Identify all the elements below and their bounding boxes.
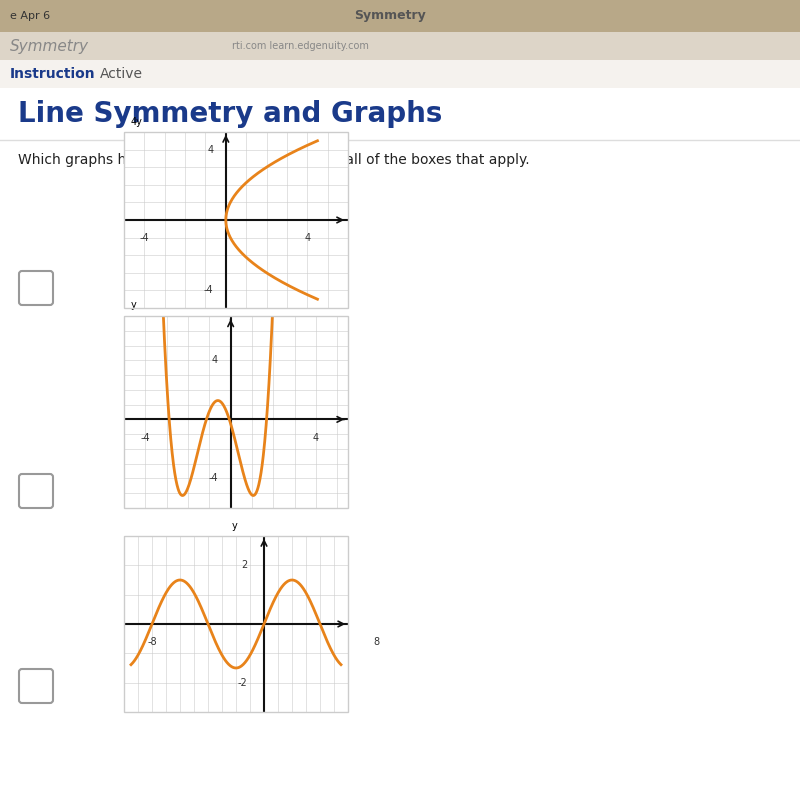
Text: 4: 4 xyxy=(212,355,218,366)
Text: 4: 4 xyxy=(304,234,310,243)
Bar xyxy=(0,0,800,32)
Text: y: y xyxy=(231,521,238,530)
Text: -4: -4 xyxy=(208,474,218,483)
Text: 4y: 4y xyxy=(130,117,142,126)
Text: rti.com learn.edgenuity.com: rti.com learn.edgenuity.com xyxy=(231,41,369,51)
Bar xyxy=(0,60,800,88)
Text: -8: -8 xyxy=(147,637,157,647)
Bar xyxy=(0,88,800,800)
Text: 4: 4 xyxy=(207,145,214,154)
Text: Line Symmetry and Graphs: Line Symmetry and Graphs xyxy=(18,100,442,128)
Text: Instruction: Instruction xyxy=(10,67,96,81)
FancyBboxPatch shape xyxy=(19,271,53,305)
Text: -4: -4 xyxy=(141,433,150,442)
Text: 4: 4 xyxy=(313,433,319,442)
Text: 2: 2 xyxy=(241,560,247,570)
Text: 8: 8 xyxy=(373,637,379,647)
Text: Active: Active xyxy=(100,67,143,81)
Text: Symmetry: Symmetry xyxy=(10,38,89,54)
Text: -4: -4 xyxy=(204,286,214,295)
Text: e Apr 6: e Apr 6 xyxy=(10,11,50,21)
Text: -2: -2 xyxy=(238,678,247,688)
Text: -4: -4 xyxy=(139,234,149,243)
FancyBboxPatch shape xyxy=(19,669,53,703)
Text: y: y xyxy=(130,300,137,310)
Text: Symmetry: Symmetry xyxy=(354,10,426,22)
Bar xyxy=(0,88,800,140)
FancyBboxPatch shape xyxy=(19,474,53,508)
Bar xyxy=(0,32,800,60)
Text: Which graphs have a line of symmetry? Check all of the boxes that apply.: Which graphs have a line of symmetry? Ch… xyxy=(18,153,530,167)
